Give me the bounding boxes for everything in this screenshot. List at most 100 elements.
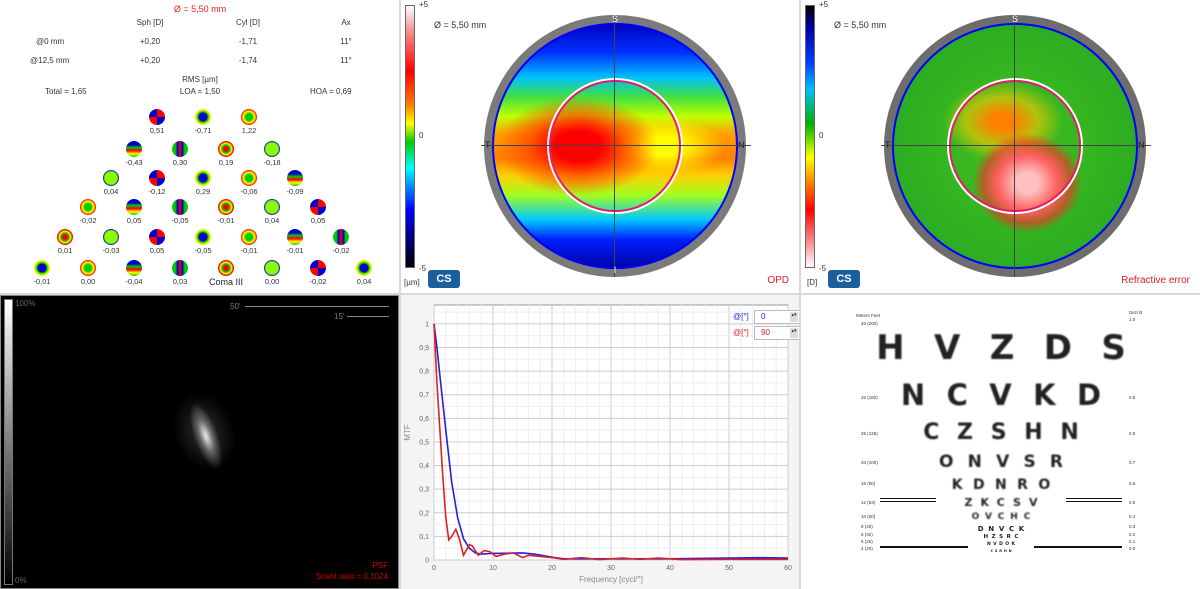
zernike-term-icon[interactable] [310,199,326,215]
zernike-term-icon[interactable] [241,170,257,186]
zernike-term-icon[interactable] [126,199,142,215]
meridian-label: @[°] [733,312,749,321]
nasal-label: N [738,140,745,150]
distance-label: 4 (20) [861,546,873,551]
zernike-term-icon[interactable] [218,141,234,157]
zernike-term-icon[interactable] [195,109,211,125]
axis-value: 11° [340,37,352,46]
zernike-coefficient: -0,06 [240,187,258,196]
meridian-0-stepper[interactable]: @[°] 0 ▴▾ [733,310,799,324]
zernike-term-icon[interactable] [287,229,303,245]
optotype-row: CSRHN [990,549,1014,554]
opd-map-panel: +5 0 -5 [µm] Ø = 5,50 mm S T N I CS OPD [401,0,799,293]
distance-label: 20 (100) [861,460,878,465]
zernike-term-icon[interactable] [310,260,326,276]
y-tick-label: 0,1 [419,534,429,541]
refractive-map-panel: +5 0 -5 [D] Ø = 5,50 mm S T N CS Refract… [801,0,1200,293]
y-tick-label: 0,7 [419,392,429,399]
mtf-panel: 0 10 20 30 40 50 60 0 0,1 0,2 0,3 0,4 0,5 0,6 0,7 0,8 0,… [401,295,799,589]
zernike-term-icon[interactable] [195,170,211,186]
zernike-term-icon[interactable] [195,229,211,245]
zernike-coefficient: -0,01 [217,216,235,225]
zernike-term-icon[interactable] [126,260,142,276]
y-tick-label: 0,5 [419,439,429,446]
optotype-row: ZKCSV [964,495,1046,509]
zernike-term-icon[interactable] [218,199,234,215]
zernike-term-icon[interactable] [241,109,257,125]
zernike-term-icon[interactable] [172,141,188,157]
psf-panel: 100% 0% 50' 15' PSF Strehl ratio = 0,102… [0,295,399,589]
zernike-term-icon[interactable] [333,229,349,245]
sph-header: Sph [D] [136,18,164,27]
rms-total: Total = 1,65 [45,87,87,96]
reference-line [880,546,968,548]
cyl-value: -1,74 [238,56,258,65]
map-diameter: Ø = 5,50 mm [434,20,487,30]
distance-label: 5 (25) [861,539,873,544]
acuity-label: 0.7 [1129,460,1136,465]
psf-image [157,381,255,491]
zernike-term-icon[interactable] [241,229,257,245]
zernike-coefficient: -0,43 [125,158,143,167]
zernike-term-icon[interactable] [57,229,73,245]
analysis-zone-circle [549,80,681,212]
meridian-value[interactable]: 90 [761,328,770,337]
sph-value: +0,20 [139,37,161,46]
spinner-arrows-icon[interactable]: ▴▾ [790,328,798,338]
reference-line [1034,546,1122,548]
y-tick-label: 0,2 [419,510,429,517]
zernike-coefficient: 0,04 [356,277,372,286]
psf-label: PSF [372,561,388,570]
zernike-term-icon[interactable] [126,141,142,157]
zernike-coefficient: -0,71 [194,126,212,135]
zernike-term-icon[interactable] [356,260,372,276]
zernike-term-icon[interactable] [34,260,50,276]
zernike-coefficient: 0,19 [218,158,234,167]
right-header: Dezi B [1129,310,1143,315]
inferior-label: I [613,265,617,275]
analysis-zone-circle [949,80,1081,212]
strehl-ratio: Strehl ratio = 0,1024 [315,572,388,581]
vertical-axis-line [1014,15,1015,277]
zernike-coefficient: -0,01 [286,246,304,255]
zernike-term-icon[interactable] [218,260,234,276]
refraction-summary-panel: Ø = 5,50 mm Sph [D] Cyl [D] Ax @0 mm +0,… [0,0,399,293]
psf-intensity-scale [4,299,13,585]
pupil-circle [892,23,1138,269]
temporal-label: T [485,140,491,150]
zernike-coefficient: Coma III [208,277,244,287]
zernike-term-icon[interactable] [264,141,280,157]
scale-top: 100% [15,299,36,308]
rms-hoa: HOA = 0,69 [310,87,352,96]
acuity-label: 0.2 [1129,532,1136,537]
sph-value: +0,20 [139,56,161,65]
zernike-coefficient: -0,12 [148,187,166,196]
x-axis-label: Frequency [cycl/°] [579,575,643,584]
spinner-arrows-icon[interactable]: ▴▾ [790,312,798,322]
zernike-term-icon[interactable] [287,170,303,186]
zernike-coefficient: 1,22 [241,126,257,135]
y-tick-label: 0,8 [419,369,429,376]
zernike-term-icon[interactable] [80,199,96,215]
meridian-90-stepper[interactable]: @[°] 90 ▴▾ [733,326,799,340]
y-axis-label: MTF [403,424,412,441]
horizontal-axis-line [481,145,751,146]
zernike-term-icon[interactable] [149,109,165,125]
zernike-term-icon[interactable] [172,260,188,276]
zernike-term-icon[interactable] [264,260,280,276]
zernike-term-icon[interactable] [149,170,165,186]
vertical-axis-line [614,15,615,277]
zernike-term-icon[interactable] [264,199,280,215]
y-tick-label: 0,9 [419,345,429,352]
x-tick-label: 10 [489,565,497,572]
scale-min: -5 [419,264,427,273]
zernike-term-icon[interactable] [80,260,96,276]
meridian-label: @[°] [733,328,749,337]
meridian-value[interactable]: 0 [761,312,766,321]
zernike-term-icon[interactable] [172,199,188,215]
scale-bar-15 [347,316,389,317]
zernike-term-icon[interactable] [103,229,119,245]
zernike-term-icon[interactable] [103,170,119,186]
horizontal-axis-line [881,145,1151,146]
zernike-term-icon[interactable] [149,229,165,245]
